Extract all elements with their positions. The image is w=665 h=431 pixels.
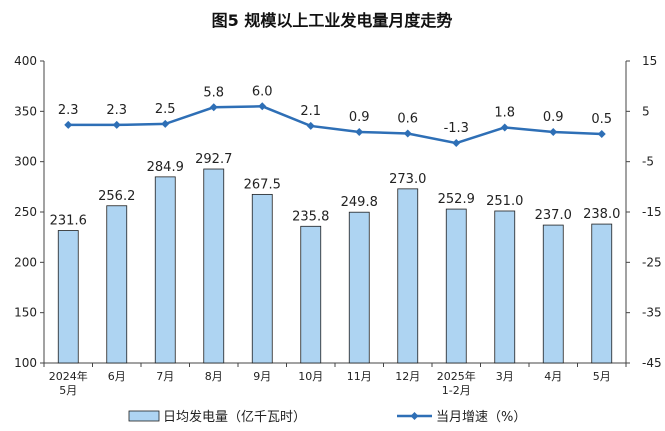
legend-line-label: 当月增速（%） [436, 410, 526, 425]
category-label: 8月 [205, 370, 223, 383]
y-right-tick-label: -5 [642, 155, 654, 169]
category-label: 6月 [108, 370, 126, 383]
category-label: 2024年 5月 [49, 369, 88, 397]
line-point [258, 102, 267, 111]
line-value-label: 0.9 [543, 110, 564, 125]
bar-value-label: 273.0 [389, 172, 426, 187]
category-label: 5月 [593, 370, 611, 383]
line-value-label: 0.5 [591, 112, 612, 127]
line-point [306, 121, 315, 130]
line-value-label: 0.9 [349, 110, 370, 125]
bar-value-label: 252.9 [438, 192, 475, 207]
line-point [549, 127, 558, 136]
growth-line: 2.3 2.3 2.5 5.8 6.0 2.1 0.9 0.6 -1.3 1.8 0.9 0.5 [58, 84, 612, 148]
legend: 日均发电量（亿千瓦时） 当月增速（%） [128, 409, 526, 425]
line-value-label: 5.8 [203, 85, 224, 100]
y-left-tick-label: 150 [14, 306, 37, 320]
line-value-label: 2.1 [300, 104, 321, 119]
category-label: 7月 [156, 370, 174, 383]
line-point [597, 129, 606, 138]
y-right-tick-label: -35 [642, 306, 662, 320]
chart-title: 图5 规模以上工业发电量月度走势 [212, 11, 453, 30]
bar-value-label: 256.2 [98, 189, 135, 204]
line-point [403, 129, 412, 138]
line-point [209, 103, 218, 112]
bar [542, 224, 564, 364]
category-label: 12月 [395, 370, 420, 383]
axes: 100 150 200 250 300 350 400 -45 -35 -25 -15 -5 5 15 [14, 54, 662, 370]
bar [251, 193, 273, 364]
bars: 231.6 256.2 284.9 292.7 267.5 235.8 249.8 273.0… [50, 152, 620, 364]
category-label: 3月 [496, 370, 514, 383]
growth-line-path [68, 105, 602, 145]
line-value-label: 6.0 [252, 84, 273, 99]
category-label: 9月 [253, 370, 271, 383]
bar [203, 168, 225, 364]
legend-bar-label: 日均发电量（亿千瓦时） [163, 409, 306, 425]
bar [57, 230, 79, 364]
line-point [161, 119, 170, 128]
y-left-tick-label: 250 [14, 205, 37, 219]
y-left-tick-label: 350 [14, 104, 37, 118]
bar [591, 223, 613, 364]
y-left-tick-label: 400 [14, 54, 37, 68]
bar [494, 210, 516, 364]
category-labels: 2024年 5月 6月 7月 8月 9月 10月 11月 12月 2025年 1-2月 3月 4月 5月 [49, 369, 611, 397]
bar-value-label: 237.0 [535, 208, 572, 223]
bar [397, 188, 419, 364]
y-right-tick-label: 5 [642, 104, 650, 118]
y-right-tick-label: -25 [642, 255, 662, 269]
line-value-label: 0.6 [397, 111, 418, 126]
y-right-tick-label: -15 [642, 205, 662, 219]
bar [154, 176, 176, 364]
bar-value-label: 231.6 [50, 214, 87, 229]
legend-line-marker [410, 412, 419, 420]
line-value-label: 2.5 [155, 102, 176, 117]
bar [348, 211, 370, 364]
bar-value-label: 238.0 [583, 207, 620, 222]
bar [106, 205, 128, 364]
line-point [355, 127, 364, 136]
y-right-tick-label: 15 [642, 54, 657, 68]
y-right-tick-label: -45 [642, 356, 662, 370]
line-value-label: 2.3 [106, 103, 127, 118]
category-label: 4月 [544, 370, 562, 383]
line-value-label: 1.8 [494, 105, 515, 120]
line-point [500, 123, 509, 132]
y-left-tick-label: 300 [14, 155, 37, 169]
category-label: 2025年 1-2月 [437, 369, 476, 397]
bar-value-label: 284.9 [147, 160, 184, 175]
legend-bar-swatch [128, 410, 160, 422]
bar [445, 208, 467, 364]
line-point [452, 139, 461, 148]
bar-value-label: 251.0 [486, 194, 523, 209]
y-left-tick-label: 200 [14, 255, 37, 269]
category-label: 10月 [298, 370, 323, 383]
bar-value-label: 267.5 [244, 177, 281, 192]
line-point [112, 120, 121, 129]
line-value-label: 2.3 [58, 103, 79, 118]
line-value-label: -1.3 [444, 121, 469, 136]
line-point [64, 120, 73, 129]
y-left-tick-label: 100 [14, 356, 37, 370]
bar-value-label: 235.8 [292, 209, 329, 224]
bar-value-label: 292.7 [195, 152, 232, 167]
bar-value-label: 249.8 [341, 195, 378, 210]
category-label: 11月 [347, 370, 372, 383]
bar [300, 225, 322, 364]
